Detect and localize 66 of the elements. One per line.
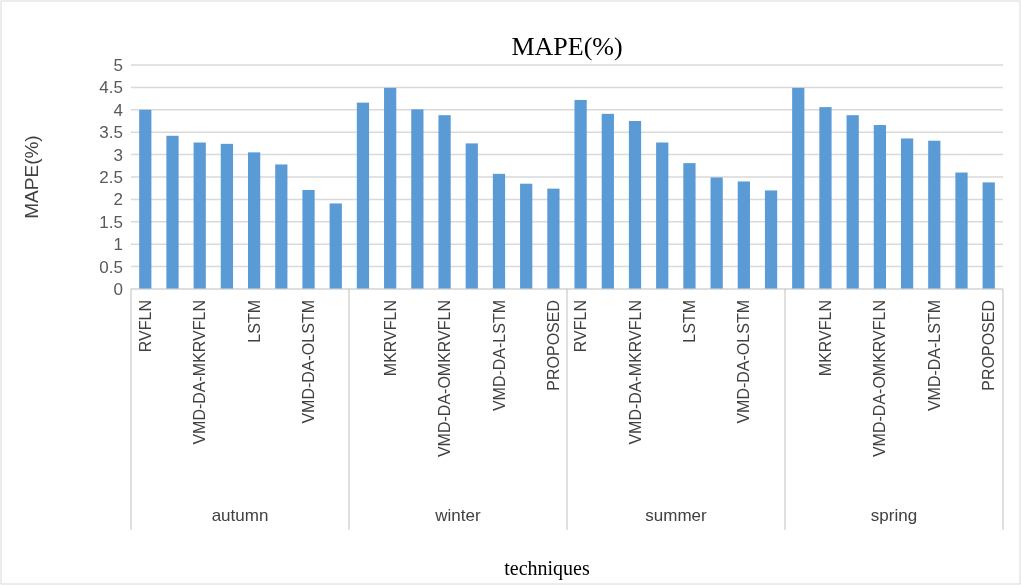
x-tick-label: VMD-DA-MKRVFLN xyxy=(191,300,209,445)
chart-title: MAPE(%) xyxy=(511,32,623,61)
x-tick-label: VMD-DA-OMKRVFLN xyxy=(436,300,454,458)
x-tick-label: PROPOSED xyxy=(545,300,562,391)
x-tick-label: VMD-DA-LSTM xyxy=(490,300,508,412)
bar xyxy=(710,177,723,289)
y-tick-label: 2.5 xyxy=(99,167,123,187)
x-tick-label: LSTM xyxy=(245,300,263,343)
bar xyxy=(628,121,642,289)
x-axis-title: techniques xyxy=(504,557,590,580)
y-tick-label: 4 xyxy=(113,100,123,120)
y-tick-label: 0.5 xyxy=(99,257,123,277)
bar xyxy=(166,135,179,289)
x-tick-label: RVFLN xyxy=(136,300,154,353)
bar xyxy=(873,125,887,289)
y-tick-label: 1.5 xyxy=(99,212,123,232)
text: winter xyxy=(434,506,482,525)
y-axis-title: MAPE(%) xyxy=(21,135,42,219)
y-tick-label: 1 xyxy=(113,235,123,255)
bar xyxy=(819,107,832,289)
bar xyxy=(846,115,859,289)
bar xyxy=(411,109,424,289)
x-tick-label: VMD-DA-OLSTM xyxy=(300,300,318,424)
bar xyxy=(764,190,778,289)
bar xyxy=(792,87,805,289)
x-tick-label: MKRVFLN xyxy=(817,300,835,377)
bar xyxy=(384,87,397,289)
x-tick-label: MKRVFLN xyxy=(381,300,399,377)
x-tick-label: VMD-DA-LSTM xyxy=(925,300,943,412)
x-tick-label: VMD-DA-OLSTM xyxy=(735,300,753,424)
y-tick-label: 0 xyxy=(113,279,123,299)
y-tick-label: 2 xyxy=(113,190,123,210)
x-tick-label: VMD-DA-MKRVFLN xyxy=(626,300,644,445)
y-tick-label: 4.5 xyxy=(99,78,123,98)
bar xyxy=(656,142,669,289)
bar xyxy=(683,163,696,289)
bar xyxy=(955,172,968,289)
y-tick-label: 3.5 xyxy=(99,123,123,143)
bar xyxy=(220,143,234,289)
bar xyxy=(601,113,614,289)
bar xyxy=(492,173,506,289)
text: summer xyxy=(645,506,708,525)
bar xyxy=(247,152,261,289)
bar xyxy=(275,164,288,289)
bar xyxy=(982,182,995,289)
y-tick-label: 5 xyxy=(113,55,123,75)
x-tick-label: VMD-DA-OMKRVFLN xyxy=(871,300,889,458)
bar xyxy=(329,203,342,289)
x-tick-label: LSTM xyxy=(681,300,699,343)
bar xyxy=(438,115,451,289)
bar xyxy=(356,102,370,289)
bar xyxy=(520,183,533,289)
text: spring xyxy=(870,506,918,525)
bar xyxy=(900,138,914,289)
bar xyxy=(928,140,941,289)
bar xyxy=(465,143,478,289)
x-tick-label: PROPOSED xyxy=(980,300,998,391)
y-tick-label: 3 xyxy=(113,145,123,165)
bar xyxy=(302,189,315,289)
bar xyxy=(139,109,152,289)
bar xyxy=(193,142,206,289)
x-tick-label: RVFLN xyxy=(572,300,590,353)
bar xyxy=(737,181,750,289)
bar xyxy=(574,99,587,289)
text: autumn xyxy=(211,506,269,525)
bar xyxy=(547,188,560,289)
